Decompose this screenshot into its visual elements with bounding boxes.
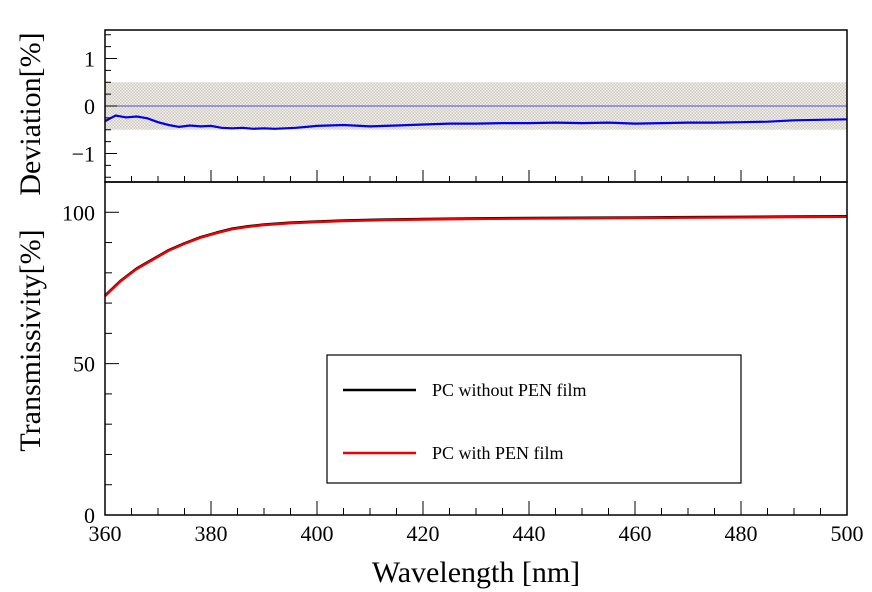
transmissivity-y-tick-label: 50	[73, 352, 95, 377]
deviation-x-ticks	[104, 170, 848, 182]
transmissivity-series-group	[104, 215, 848, 297]
deviation-panel: 1 0 −1 Deviation[%]	[14, 29, 848, 196]
transmissivity-y-ticks: 0 50 100	[62, 181, 119, 528]
transmissivity-y-tick-label: 100	[62, 200, 95, 225]
x-axis-title: Wavelength [nm]	[372, 556, 580, 589]
transmissivity-y-tick-label: 0	[84, 503, 95, 528]
x-tick-label: 440	[513, 521, 546, 546]
legend-label-with-pen: PC with PEN film	[432, 443, 564, 463]
x-tick-label: 360	[89, 521, 122, 546]
transmissivity-x-ticks: 360 380 400 420 440 460 480 500	[89, 501, 864, 546]
transmissivity-panel: 0 50 100 360 380 400 420 440 460 480 500 Transmis…	[14, 181, 864, 589]
transmissivity-series-line-1	[104, 215, 848, 297]
deviation-y-tick-label: 0	[84, 94, 95, 119]
x-tick-label: 380	[195, 521, 228, 546]
legend-box	[326, 354, 742, 484]
x-tick-label: 480	[725, 521, 758, 546]
deviation-y-tick-label: −1	[72, 142, 95, 167]
x-tick-label: 460	[619, 521, 652, 546]
deviation-y-tick-label: 1	[84, 47, 95, 72]
transmissivity-axis-title: Transmissivity[%]	[14, 229, 47, 451]
deviation-axis-title: Deviation[%]	[14, 32, 47, 195]
x-tick-label: 500	[831, 521, 864, 546]
deviation-y-ticks: 1 0 −1	[72, 34, 117, 178]
deviation-series-group	[104, 114, 848, 130]
x-tick-label: 400	[301, 521, 334, 546]
transmissivity-series-line-0	[104, 215, 848, 297]
x-tick-label: 420	[407, 521, 440, 546]
deviation-series-line	[104, 114, 848, 130]
legend: PC without PEN film PC with PEN film	[326, 354, 742, 484]
legend-label-without-pen: PC without PEN film	[432, 380, 587, 400]
